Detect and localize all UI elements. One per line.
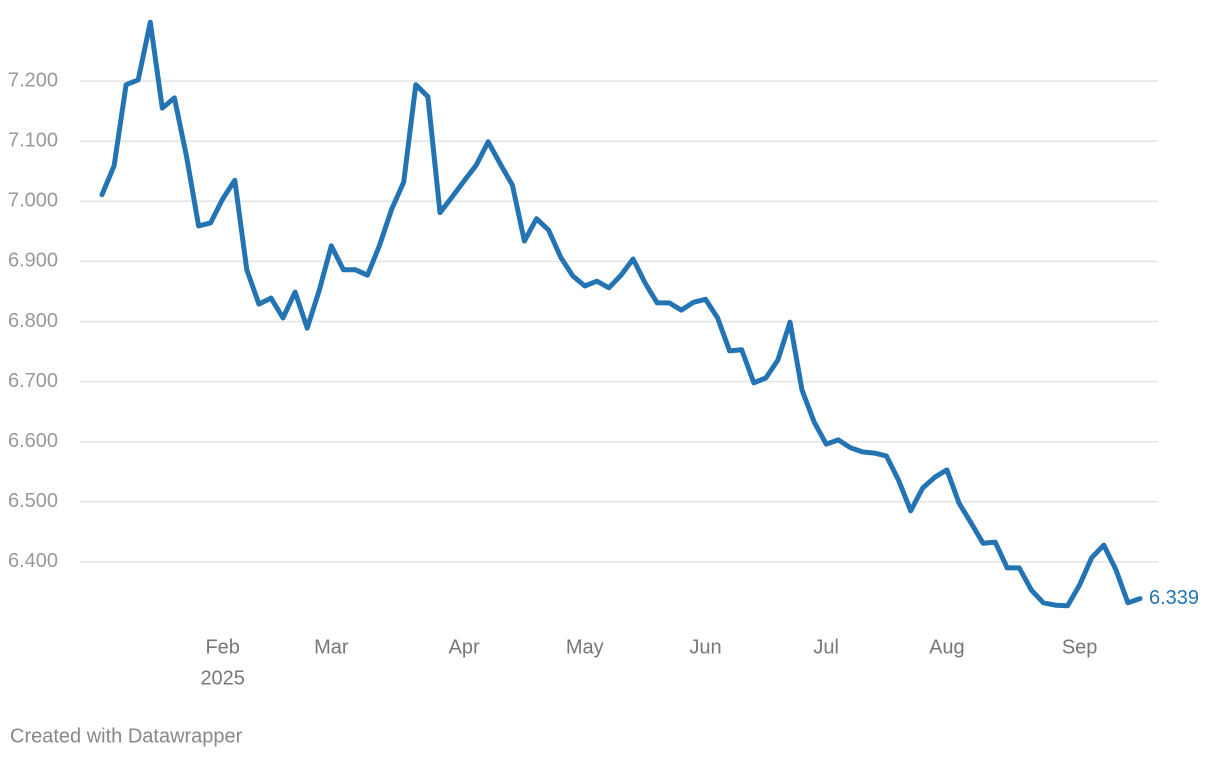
y-tick-label: 6.800 xyxy=(8,310,58,332)
x-tick-label: Apr xyxy=(449,636,480,658)
x-tick-label: Feb xyxy=(205,636,239,658)
line xyxy=(99,19,1143,609)
x-tick-label: May xyxy=(566,636,604,658)
y-tick-label: 7.000 xyxy=(8,190,58,212)
x-tick-label: Jun xyxy=(689,636,721,658)
x-tick-label: Jul xyxy=(813,636,839,658)
x-tick-label: Aug xyxy=(929,636,965,658)
y-tick-label: 7.100 xyxy=(8,129,58,151)
credit: Created with Datawrapper xyxy=(10,725,243,747)
y-tick-label: 6.900 xyxy=(8,250,58,272)
y-tick-label: 6.400 xyxy=(8,550,58,572)
end-value-label: 6.339 xyxy=(1149,587,1199,609)
x-year-label: 2025 xyxy=(200,667,245,689)
x-tick-label: Mar xyxy=(314,636,349,658)
y-tick-label: 6.600 xyxy=(8,430,58,452)
y-tick-label: 6.500 xyxy=(8,490,58,512)
y-tick-label: 7.200 xyxy=(8,69,58,91)
x-tick-label: Sep xyxy=(1062,636,1098,658)
y-tick-label: 6.700 xyxy=(8,370,58,392)
